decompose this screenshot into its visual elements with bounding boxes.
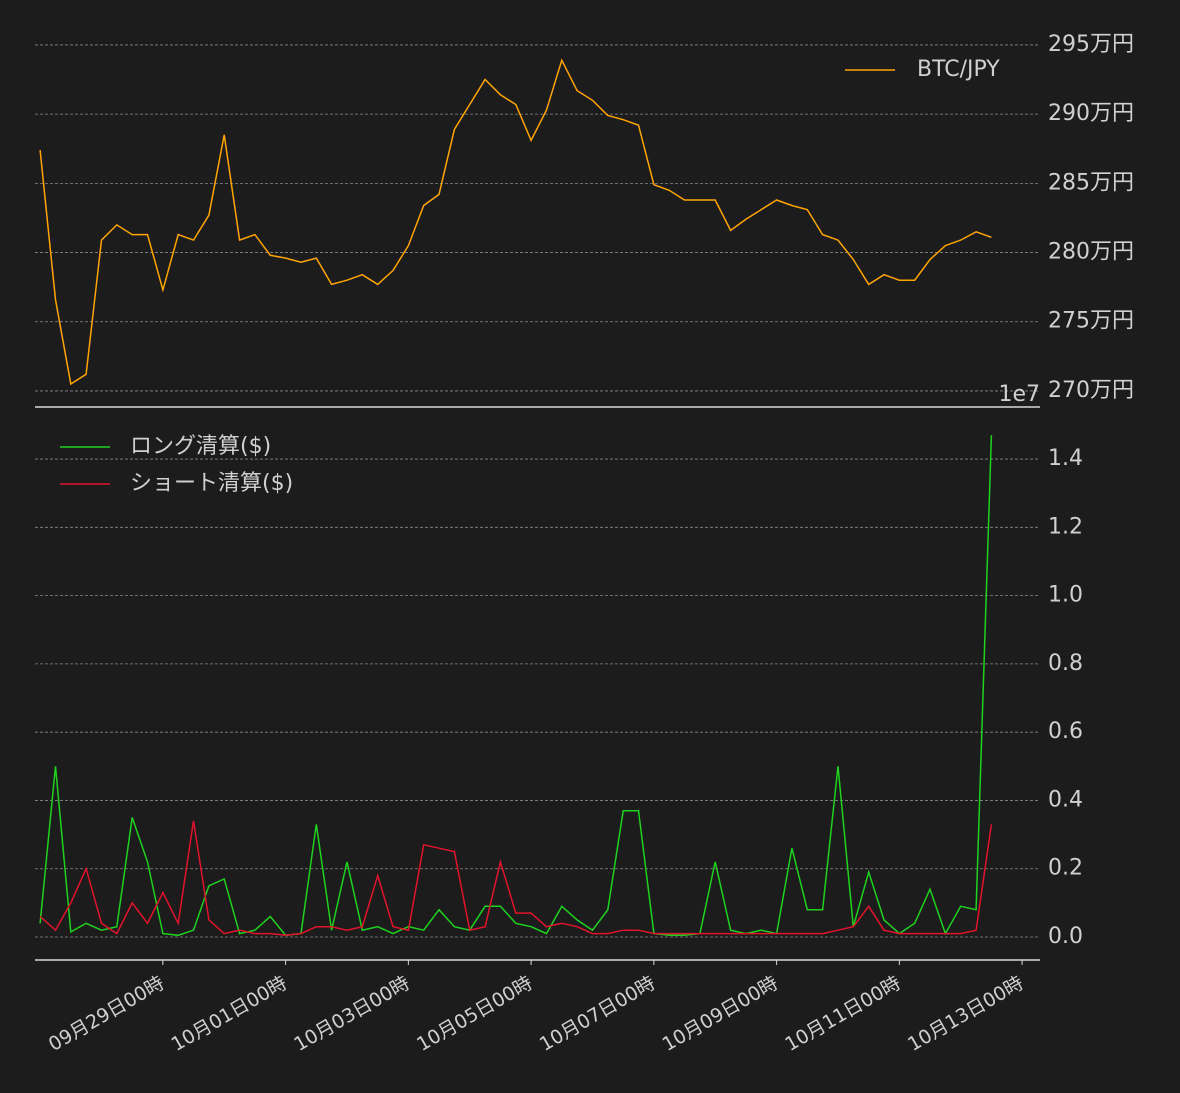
series-line bbox=[39, 58, 992, 386]
legend-label: ロング清算($) bbox=[130, 434, 271, 459]
y-tick-label: 270万円 bbox=[1048, 378, 1134, 403]
y-tick-label: 1.4 bbox=[1048, 446, 1083, 471]
axis-offset-label: 1e7 bbox=[998, 382, 1040, 407]
y-tick-label: 1.2 bbox=[1048, 514, 1083, 539]
series-line bbox=[39, 435, 993, 937]
y-tick-label: 0.0 bbox=[1048, 924, 1083, 949]
y-tick-label: 290万円 bbox=[1048, 101, 1134, 126]
y-tick-label: 0.8 bbox=[1048, 651, 1083, 676]
y-tick-label: 0.6 bbox=[1048, 719, 1083, 744]
series-line bbox=[39, 820, 993, 937]
y-tick-label: 280万円 bbox=[1048, 240, 1134, 265]
legend-label: ショート清算($) bbox=[130, 471, 293, 496]
y-tick-label: 1.0 bbox=[1048, 583, 1083, 608]
y-tick-label: 0.2 bbox=[1048, 856, 1083, 881]
legend-label: BTC/JPY bbox=[917, 57, 1000, 82]
y-tick-label: 295万円 bbox=[1048, 32, 1134, 57]
y-tick-label: 0.4 bbox=[1048, 787, 1083, 812]
y-tick-label: 275万円 bbox=[1048, 309, 1134, 334]
y-tick-label: 285万円 bbox=[1048, 170, 1134, 195]
